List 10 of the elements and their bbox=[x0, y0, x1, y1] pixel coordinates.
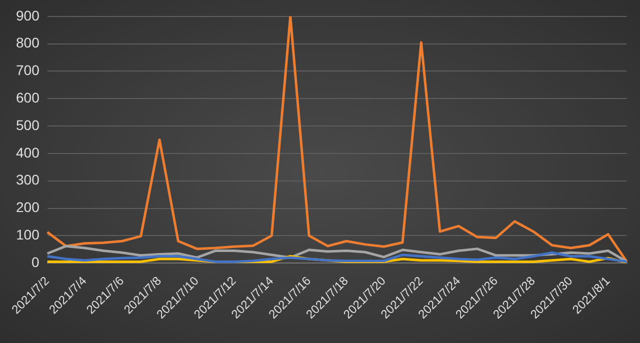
y-tick-label: 700 bbox=[16, 62, 40, 78]
y-tick-label: 200 bbox=[16, 199, 40, 216]
y-tick-label: 100 bbox=[16, 226, 40, 243]
y-tick-label: 800 bbox=[16, 34, 40, 51]
y-tick-label: 400 bbox=[16, 144, 40, 160]
y-tick-label: 0 bbox=[32, 254, 40, 270]
y-tick-label: 600 bbox=[16, 89, 40, 106]
y-tick-label: 900 bbox=[16, 7, 40, 24]
y-tick-label: 500 bbox=[16, 116, 40, 133]
y-tick-label: 300 bbox=[16, 172, 40, 188]
